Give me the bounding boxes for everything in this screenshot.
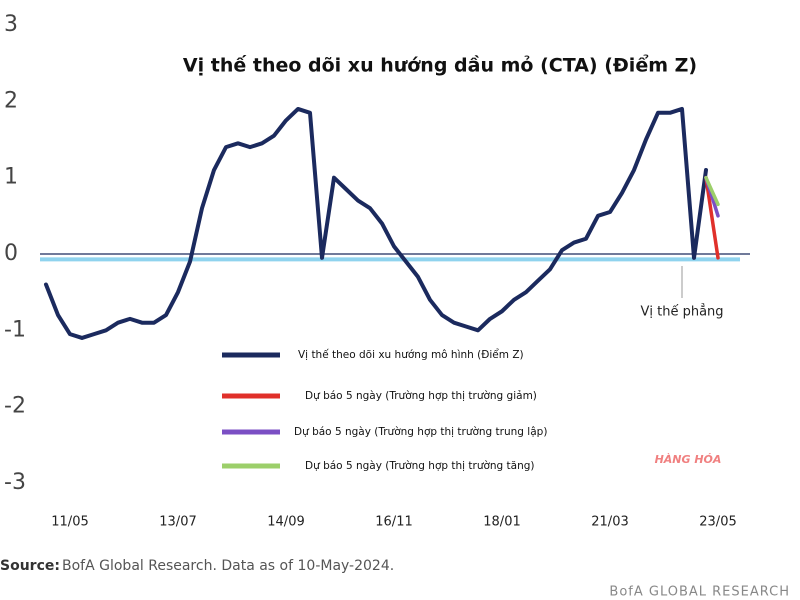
y-tick-label: 2 (4, 88, 18, 113)
legend-label: Dự báo 5 ngày (Trường hợp thị trường tru… (294, 426, 547, 438)
legend-label: Dự báo 5 ngày (Trường hợp thị trường giả… (305, 390, 537, 402)
x-tick-label: 13/07 (159, 515, 196, 530)
legend-label: Dự báo 5 ngày (Trường hợp thị trường tăn… (305, 460, 535, 472)
series-line (704, 175, 720, 260)
legend-label: Vị thế theo dõi xu hướng mô hình (Điểm Z… (298, 348, 524, 361)
watermark: HÀNG HÓA (655, 452, 722, 466)
chart-title: Vị thế theo dõi xu hướng dầu mỏ (CTA) (Đ… (183, 54, 697, 77)
x-tick-label: 18/01 (483, 515, 520, 530)
source-label: Source: (0, 558, 60, 574)
series-line (704, 175, 720, 207)
x-tick-label: 11/05 (51, 515, 88, 530)
footer: BofA GLOBAL RESEARCH (609, 585, 790, 600)
y-tick-label: 1 (4, 165, 18, 190)
y-tick-label: -1 (4, 317, 26, 342)
annotation: Vị thế phẳng (640, 304, 723, 320)
x-tick-label: 23/05 (699, 515, 736, 530)
y-tick-label: 3 (4, 12, 18, 37)
y-tick-label: 0 (4, 241, 18, 266)
y-tick-label: -2 (4, 394, 26, 419)
x-tick-label: 16/11 (375, 515, 412, 530)
x-tick-label: 14/09 (267, 515, 304, 530)
x-tick-label: 21/03 (591, 515, 628, 530)
series-line (44, 106, 708, 340)
source-text: BofA Global Research. Data as of 10-May-… (62, 558, 394, 574)
y-tick-label: -3 (4, 470, 26, 495)
